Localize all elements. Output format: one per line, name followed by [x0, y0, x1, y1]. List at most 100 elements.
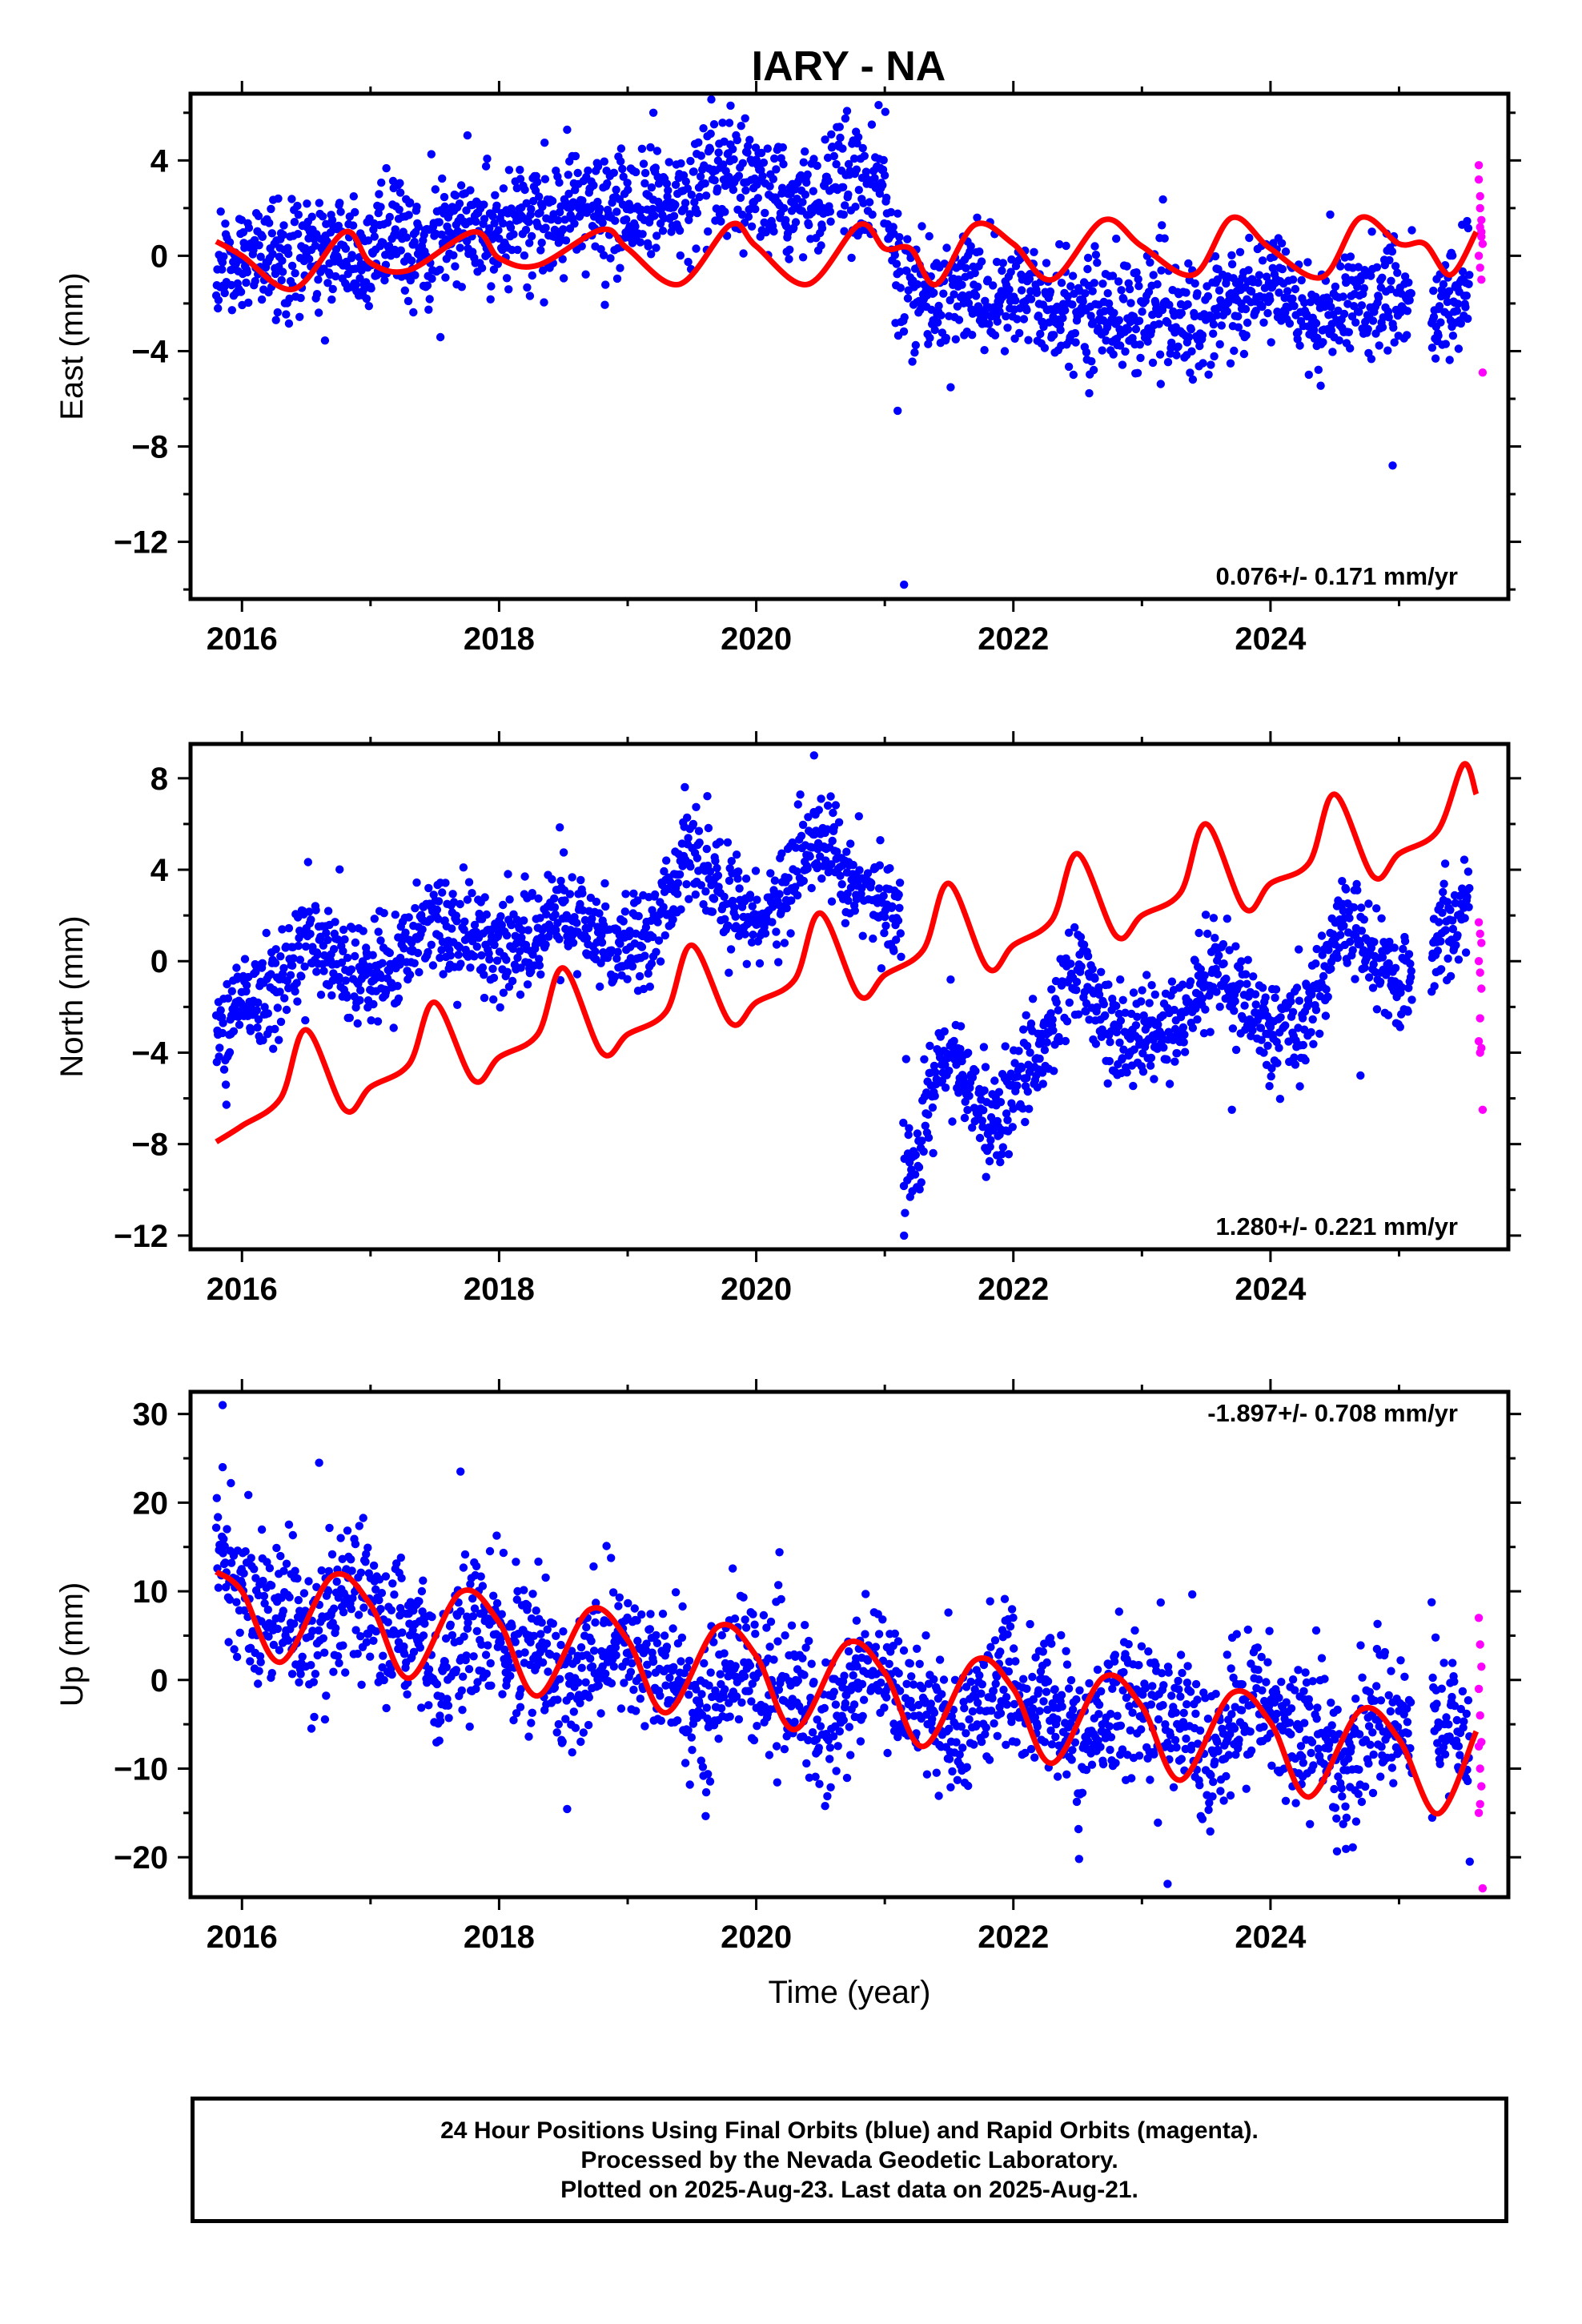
north-final-point: [901, 1208, 909, 1217]
east-final-point: [296, 293, 305, 303]
north-rapid-point: [1476, 968, 1484, 977]
up-final-point: [424, 1665, 434, 1674]
east-final-point: [370, 232, 379, 241]
east-final-point: [693, 208, 702, 218]
east-final-point: [758, 171, 767, 181]
up-final-point: [485, 1546, 495, 1556]
east-final-point: [425, 295, 434, 304]
east-final-point: [1002, 312, 1010, 321]
north-final-point: [494, 930, 503, 939]
up-final-point: [637, 1610, 646, 1619]
east-final-point: [699, 124, 708, 133]
east-final-point: [802, 178, 811, 187]
up-final-point: [577, 1663, 586, 1672]
north-final-point: [867, 879, 876, 887]
up-final-point: [435, 1736, 444, 1745]
east-final-point: [743, 148, 752, 157]
east-final-point: [1019, 315, 1029, 324]
east-final-point: [880, 171, 889, 180]
north-final-point: [978, 1116, 987, 1125]
east-final-point: [1010, 334, 1019, 343]
east-final-point: [1375, 341, 1383, 350]
up-final-point: [397, 1574, 406, 1582]
up-final-point: [554, 1719, 563, 1729]
north-final-point: [1004, 1150, 1014, 1159]
north-final-point: [1231, 1045, 1241, 1055]
north-final-point: [791, 883, 800, 891]
north-final-point: [919, 1147, 928, 1156]
up-final-point: [382, 1703, 391, 1713]
north-final-point: [662, 856, 671, 865]
east-final-point: [1149, 271, 1158, 279]
up-final-point: [509, 1715, 518, 1725]
north-final-point: [319, 967, 328, 975]
north-final-point: [1228, 1024, 1238, 1033]
north-final-point: [1193, 1015, 1202, 1024]
north-final-point: [893, 916, 903, 925]
east-final-point: [525, 292, 535, 300]
east-final-point: [1148, 310, 1157, 320]
north-final-point: [693, 854, 702, 862]
east-final-point: [616, 144, 626, 153]
north-final-point: [731, 912, 740, 921]
north-final-point: [470, 952, 479, 961]
north-final-point: [1292, 983, 1302, 992]
east-final-point: [966, 242, 975, 251]
north-final-point: [1191, 1004, 1200, 1013]
up-final-point: [354, 1610, 363, 1619]
north-final-point: [535, 961, 544, 970]
east-final-point: [689, 167, 698, 176]
up-final-point: [225, 1595, 235, 1604]
up-final-point: [687, 1733, 696, 1742]
up-final-point: [417, 1703, 426, 1712]
north-final-point: [629, 889, 638, 899]
north-xtick-label: 2024: [1235, 1272, 1307, 1307]
north-final-point: [1142, 971, 1151, 979]
north-final-point: [1001, 1042, 1010, 1051]
north-final-point: [576, 899, 584, 909]
east-final-point: [558, 255, 567, 263]
up-final-point: [442, 1663, 451, 1672]
up-final-point: [398, 1628, 407, 1637]
up-final-point: [366, 1652, 375, 1661]
north-final-point: [791, 843, 801, 852]
north-final-point: [877, 964, 886, 973]
north-final-point: [512, 915, 521, 924]
east-final-point: [1283, 287, 1292, 296]
east-final-point: [1242, 331, 1251, 340]
east-final-point: [328, 284, 337, 294]
east-rapid-point: [1476, 223, 1484, 231]
north-final-point: [1369, 959, 1378, 969]
up-final-point: [265, 1564, 275, 1573]
east-rapid-point: [1474, 161, 1484, 170]
north-final-point: [1263, 1041, 1272, 1051]
east-final-point: [538, 266, 548, 275]
north-final-point: [772, 940, 781, 949]
up-final-point: [214, 1513, 223, 1522]
east-final-point: [1291, 284, 1300, 294]
up-final-point: [588, 1662, 597, 1671]
up-final-point: [661, 1681, 670, 1690]
north-final-point: [1464, 867, 1473, 876]
north-final-point: [986, 1136, 995, 1144]
up-final-point: [660, 1631, 669, 1640]
east-final-point: [714, 148, 723, 157]
north-final-point: [645, 982, 654, 991]
east-final-point: [1061, 306, 1070, 315]
east-final-point: [1184, 332, 1194, 342]
north-final-point: [1099, 999, 1109, 1009]
east-final-point: [267, 204, 275, 214]
up-final-point: [477, 1640, 486, 1649]
north-final-point: [1399, 944, 1407, 954]
north-final-point: [660, 866, 669, 876]
east-final-point: [404, 296, 413, 306]
north-final-point: [516, 963, 525, 972]
north-final-point: [1436, 965, 1446, 974]
north-final-point: [1065, 998, 1074, 1007]
north-final-point: [384, 967, 394, 975]
north-final-point: [216, 1006, 225, 1015]
north-final-point: [775, 890, 784, 899]
north-final-point: [796, 790, 805, 799]
north-final-point: [929, 1148, 938, 1158]
east-rapid-point: [1477, 232, 1486, 241]
